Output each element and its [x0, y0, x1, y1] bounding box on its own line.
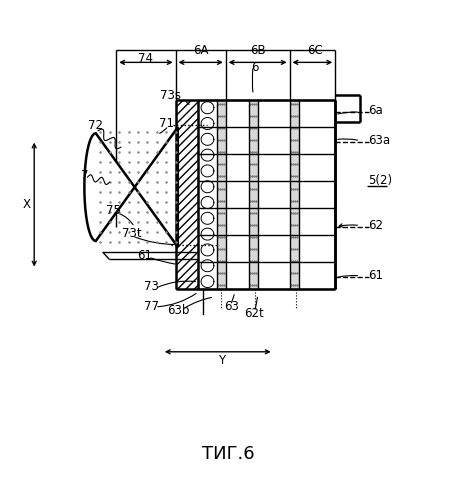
- Text: 63: 63: [224, 300, 238, 313]
- Polygon shape: [216, 100, 225, 289]
- Text: 77: 77: [144, 300, 158, 313]
- Text: 73s: 73s: [160, 89, 181, 102]
- Text: X: X: [22, 198, 30, 211]
- Polygon shape: [289, 100, 298, 289]
- Polygon shape: [248, 100, 257, 289]
- Polygon shape: [175, 100, 198, 289]
- Text: 62t: 62t: [244, 307, 264, 320]
- Text: 6: 6: [250, 61, 258, 74]
- Polygon shape: [84, 127, 177, 247]
- Text: 6a: 6a: [368, 104, 382, 117]
- Text: 6C: 6C: [306, 44, 322, 57]
- Text: 73t: 73t: [121, 227, 141, 240]
- Text: 7: 7: [81, 169, 88, 182]
- Text: 73: 73: [144, 280, 158, 293]
- Text: 63a: 63a: [368, 134, 390, 147]
- Text: 61: 61: [368, 269, 383, 282]
- Polygon shape: [198, 100, 216, 289]
- Text: 6A: 6A: [192, 44, 208, 57]
- Text: Y: Y: [217, 354, 224, 367]
- Text: 75: 75: [106, 204, 120, 217]
- Text: 74: 74: [137, 52, 152, 65]
- Text: 62: 62: [368, 219, 383, 232]
- Text: ΤИГ.6: ΤИГ.6: [201, 445, 254, 463]
- Text: 72: 72: [88, 119, 103, 132]
- Text: 61: 61: [137, 249, 152, 262]
- Text: 5(2): 5(2): [368, 174, 392, 187]
- Text: 6B: 6B: [249, 44, 265, 57]
- Text: 63b: 63b: [167, 304, 190, 317]
- Text: 71: 71: [159, 117, 173, 130]
